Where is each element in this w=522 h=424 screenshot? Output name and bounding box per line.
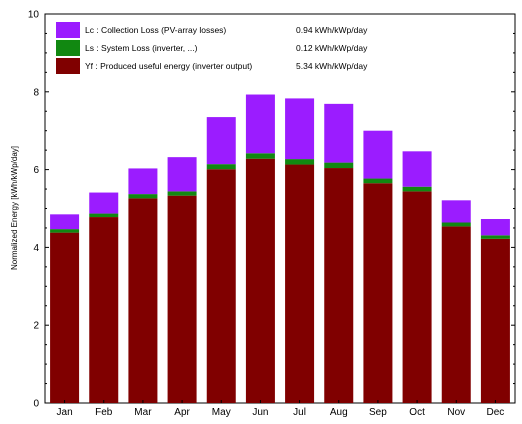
legend-swatch: [56, 22, 80, 38]
bar-may-series-1: [206, 164, 236, 170]
y-tick-label: 10: [28, 10, 40, 21]
x-tick-label-may: May: [212, 407, 231, 418]
x-tick-label-oct: Oct: [409, 407, 425, 418]
plot-frame: [44, 13, 516, 404]
bar-nov-series-1: [441, 222, 471, 227]
bar-apr-series-2: [167, 157, 197, 192]
bar-jul-series-0: [285, 164, 315, 403]
legend-swatch: [56, 58, 80, 74]
bar-mar-series-0: [128, 198, 158, 403]
y-tick-label: 8: [33, 87, 39, 98]
legend-swatch: [56, 40, 80, 56]
bar-jan-series-2: [50, 214, 80, 230]
bar-nov-series-0: [441, 226, 471, 403]
bar-feb-series-2: [89, 192, 119, 214]
bar-jul-series-1: [285, 159, 315, 165]
legend-label: Ls : System Loss (inverter, ...): [85, 43, 198, 53]
bar-dec-series-0: [480, 238, 510, 403]
y-tick-label: 0: [33, 399, 39, 410]
legend-label: Yf : Produced useful energy (inverter ou…: [85, 61, 252, 71]
y-tick-label: 2: [33, 321, 39, 332]
bar-dec-series-1: [480, 235, 510, 239]
bar-oct-series-2: [402, 151, 432, 187]
bar-mar-series-1: [128, 194, 158, 199]
legend-value: 5.34 kWh/kWp/day: [296, 61, 368, 71]
x-tick-label-apr: Apr: [174, 407, 190, 418]
y-axis-label: Normalized Energy [kWh/kWp/day]: [10, 146, 19, 270]
bar-oct-series-1: [402, 186, 432, 192]
x-tick-label-feb: Feb: [95, 407, 113, 418]
bar-jun-series-0: [245, 158, 275, 403]
bar-jan-series-1: [50, 229, 80, 233]
bar-apr-series-0: [167, 195, 197, 403]
bar-oct-series-0: [402, 191, 432, 403]
bar-dec-series-2: [480, 219, 510, 236]
x-tick-label-jan: Jan: [57, 407, 73, 418]
bar-jan-series-0: [50, 232, 80, 403]
bar-aug-series-2: [324, 103, 354, 163]
bar-feb-series-0: [89, 217, 119, 403]
bar-jul-series-2: [285, 98, 315, 160]
bar-nov-series-2: [441, 200, 471, 223]
y-tick-label: 4: [33, 243, 39, 254]
x-tick-label-jun: Jun: [252, 407, 268, 418]
bar-mar-series-2: [128, 168, 158, 195]
bars-layer: [50, 94, 510, 403]
legend-value: 0.12 kWh/kWp/day: [296, 43, 368, 53]
legend-label: Lc : Collection Loss (PV-array losses): [85, 25, 226, 35]
x-tick-label-dec: Dec: [487, 407, 505, 418]
bar-jun-series-1: [245, 153, 275, 159]
y-tick-label: 6: [33, 165, 39, 176]
x-tick-label-mar: Mar: [134, 407, 152, 418]
legend: Lc : Collection Loss (PV-array losses) 0.…: [56, 22, 368, 74]
bar-jun-series-2: [245, 94, 275, 154]
x-tick-label-aug: Aug: [330, 407, 348, 418]
bar-aug-series-0: [324, 168, 354, 403]
bar-sep-series-1: [363, 178, 393, 184]
bar-may-series-0: [206, 169, 236, 403]
x-tick-label-nov: Nov: [447, 407, 465, 418]
bar-sep-series-2: [363, 130, 393, 179]
bar-feb-series-1: [89, 213, 119, 218]
bar-apr-series-1: [167, 191, 197, 196]
bar-aug-series-1: [324, 162, 354, 169]
legend-value: 0.94 kWh/kWp/day: [296, 25, 368, 35]
x-tick-label-sep: Sep: [369, 407, 387, 418]
x-axis: Jan Feb Mar Apr May Jun Jul Aug Sep Oct Nov Dec: [57, 400, 505, 418]
bar-sep-series-0: [363, 183, 393, 403]
y-axis: 0 2 4 6 8 10: [28, 10, 515, 410]
x-tick-label-jul: Jul: [293, 407, 306, 418]
bar-may-series-2: [206, 117, 236, 165]
